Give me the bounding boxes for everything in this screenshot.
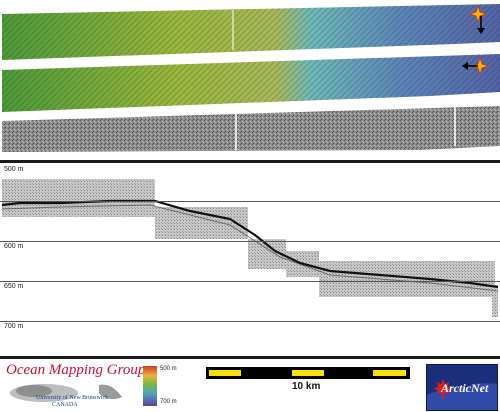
depth-gridline — [0, 281, 500, 282]
university-name: University of New Brunswick — [36, 395, 109, 401]
colorbar-bottom-label: 700 m — [160, 399, 177, 405]
arrow-left-icon — [462, 62, 478, 70]
footer-divider — [0, 356, 500, 359]
depth-label: 600 m — [4, 243, 24, 250]
bathymetry-strip-1 — [2, 4, 500, 60]
swath-panel — [0, 0, 500, 160]
maple-leaf-icon — [434, 379, 452, 399]
depth-gridline — [0, 321, 500, 322]
university-country: CANADA — [52, 402, 78, 408]
footer: Ocean Mapping Group University of New Br… — [0, 359, 500, 412]
arcticnet-logo: ArcticNet — [426, 364, 498, 411]
org-title: Ocean Mapping Group — [6, 362, 146, 378]
partner-logo-text: ArcticNet — [441, 381, 489, 395]
seabed-logo-graphic — [10, 384, 122, 402]
depth-label: 700 m — [4, 323, 24, 330]
profile-sections — [1, 179, 499, 317]
colorbar-top-label: 500 m — [160, 366, 177, 372]
bathymetry-strip-2 — [2, 54, 500, 112]
depth-label: 650 m — [4, 283, 24, 290]
arrow-down-icon — [477, 16, 485, 34]
backscatter-strip — [2, 106, 500, 152]
depth-gridline — [0, 241, 500, 242]
depth-gridline — [0, 201, 500, 202]
panel-divider — [0, 160, 500, 163]
depth-label: 500 m — [4, 166, 24, 173]
sun-icon — [470, 56, 490, 76]
swath-strips — [2, 4, 500, 152]
subbottom-profile-panel: 500 m 600 m 650 m 700 m — [0, 163, 500, 355]
sun-icon — [468, 4, 488, 24]
scale-label: 10 km — [292, 381, 321, 392]
